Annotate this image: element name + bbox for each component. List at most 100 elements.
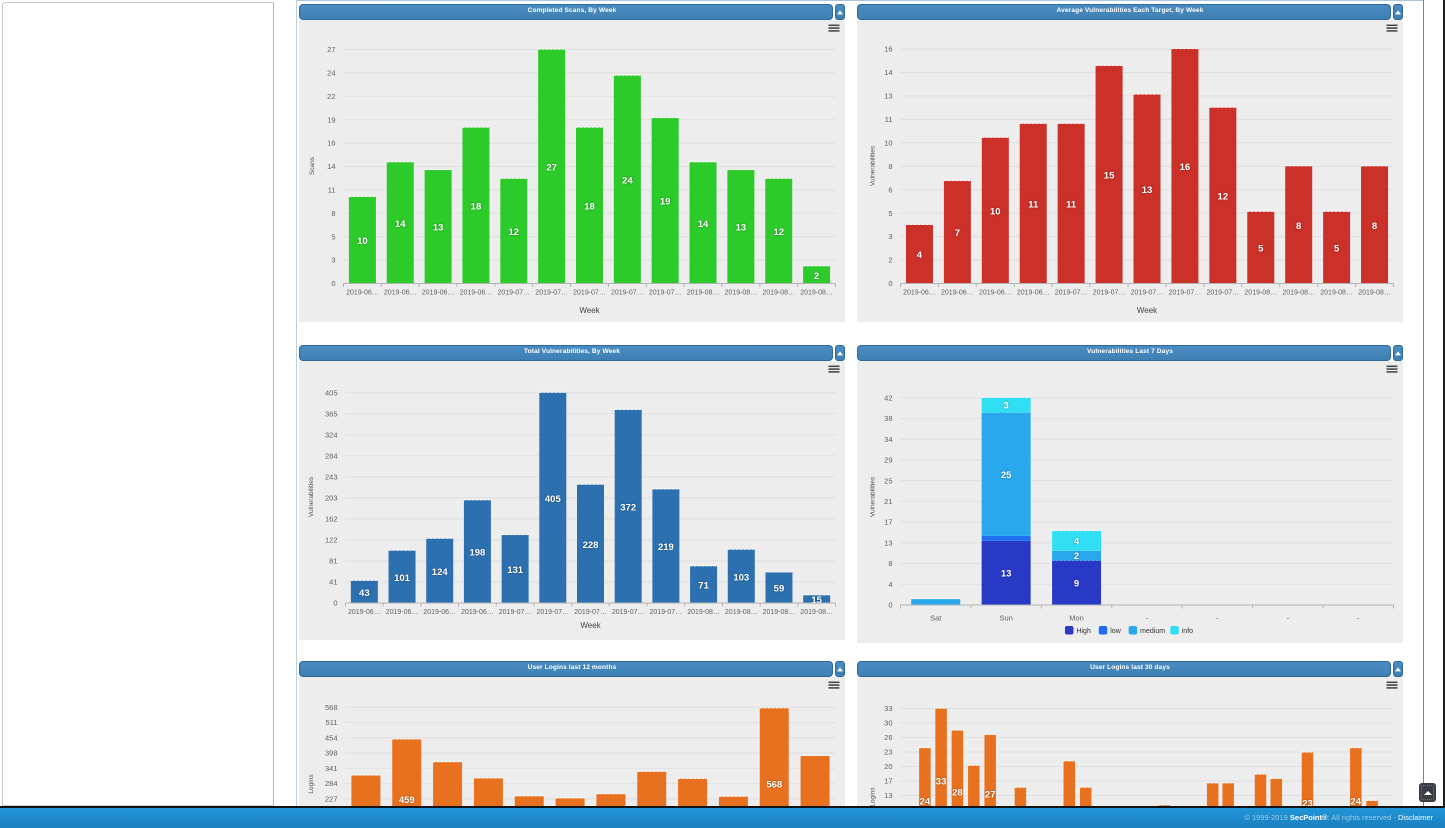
svg-text:Logins: Logins — [308, 774, 315, 794]
svg-text:2019-07…: 2019-07… — [650, 609, 683, 616]
svg-text:5: 5 — [888, 209, 892, 218]
svg-text:0: 0 — [888, 279, 892, 288]
svg-text:11: 11 — [328, 186, 336, 195]
svg-text:33: 33 — [936, 777, 947, 788]
svg-text:4: 4 — [917, 250, 923, 261]
svg-text:2019-08…: 2019-08… — [725, 609, 758, 616]
svg-text:23: 23 — [884, 748, 892, 757]
svg-text:20: 20 — [884, 762, 892, 771]
svg-text:41: 41 — [329, 578, 337, 587]
svg-text:4: 4 — [888, 580, 892, 589]
svg-text:low: low — [1110, 628, 1121, 635]
svg-text:365: 365 — [325, 409, 338, 418]
svg-text:8: 8 — [888, 162, 892, 171]
svg-text:14: 14 — [698, 219, 709, 230]
svg-text:2019-08…: 2019-08… — [687, 290, 720, 297]
svg-text:19: 19 — [327, 115, 335, 124]
svg-text:2: 2 — [814, 271, 819, 282]
svg-text:Scans: Scans — [309, 156, 316, 175]
svg-text:131: 131 — [507, 565, 524, 576]
svg-text:medium: medium — [1140, 628, 1165, 635]
svg-text:372: 372 — [620, 502, 636, 513]
svg-text:13: 13 — [884, 791, 892, 800]
svg-text:22: 22 — [327, 92, 335, 101]
svg-text:203: 203 — [325, 493, 338, 502]
svg-text:2019-06…: 2019-06… — [386, 609, 419, 616]
svg-text:227: 227 — [325, 794, 338, 803]
svg-text:568: 568 — [766, 780, 782, 791]
svg-text:2019-07…: 2019-07… — [1131, 290, 1164, 297]
svg-text:2019-08…: 2019-08… — [1358, 290, 1391, 297]
svg-text:2019-08…: 2019-08… — [1244, 290, 1277, 297]
svg-text:101: 101 — [394, 573, 411, 584]
svg-text:2019-07…: 2019-07… — [499, 609, 532, 616]
svg-text:14: 14 — [395, 219, 406, 230]
svg-text:2019-06…: 2019-06… — [384, 290, 417, 297]
svg-text:34: 34 — [884, 435, 892, 444]
svg-text:Week: Week — [580, 621, 601, 630]
svg-text:8: 8 — [888, 559, 892, 568]
svg-text:14: 14 — [884, 68, 892, 77]
svg-text:198: 198 — [469, 548, 485, 559]
svg-text:2019-08…: 2019-08… — [1282, 290, 1315, 297]
svg-text:33: 33 — [884, 704, 892, 713]
svg-text:13: 13 — [884, 538, 892, 547]
svg-text:4: 4 — [1074, 536, 1080, 547]
svg-text:3: 3 — [888, 232, 892, 241]
svg-text:18: 18 — [584, 202, 595, 213]
svg-text:Logins: Logins — [870, 787, 877, 807]
svg-text:13: 13 — [1142, 185, 1153, 196]
svg-text:2019-07…: 2019-07… — [535, 290, 568, 297]
svg-text:162: 162 — [325, 514, 338, 523]
svg-text:16: 16 — [1180, 162, 1191, 173]
svg-text:-: - — [1146, 614, 1149, 623]
svg-text:6: 6 — [888, 185, 892, 194]
svg-text:16: 16 — [327, 139, 335, 148]
svg-text:243: 243 — [325, 472, 338, 481]
svg-text:341: 341 — [325, 764, 338, 773]
svg-text:228: 228 — [583, 540, 599, 551]
svg-text:13: 13 — [884, 92, 892, 101]
svg-text:12: 12 — [1218, 192, 1229, 203]
svg-text:11: 11 — [885, 115, 893, 124]
svg-text:2: 2 — [1074, 551, 1079, 562]
svg-text:81: 81 — [329, 557, 337, 566]
svg-text:24: 24 — [920, 796, 931, 807]
svg-text:122: 122 — [325, 536, 338, 545]
svg-text:2019-07…: 2019-07… — [1055, 290, 1088, 297]
svg-text:Vulnerabilities: Vulnerabilities — [870, 145, 877, 186]
svg-text:405: 405 — [545, 494, 562, 505]
svg-text:2019-07…: 2019-07… — [497, 290, 530, 297]
svg-text:Vulnerabilities: Vulnerabilities — [308, 476, 315, 517]
svg-text:29: 29 — [884, 456, 892, 465]
svg-text:2019-07…: 2019-07… — [1169, 290, 1202, 297]
svg-text:38: 38 — [884, 414, 892, 423]
svg-text:568: 568 — [325, 703, 338, 712]
svg-text:71: 71 — [698, 581, 709, 592]
svg-text:10: 10 — [884, 138, 892, 147]
svg-text:10: 10 — [990, 207, 1001, 218]
svg-text:2019-07…: 2019-07… — [573, 290, 606, 297]
svg-text:Week: Week — [579, 306, 600, 315]
svg-text:2019-07…: 2019-07… — [612, 609, 645, 616]
svg-text:2019-06…: 2019-06… — [461, 609, 494, 616]
svg-text:24: 24 — [622, 176, 633, 187]
svg-text:28: 28 — [952, 787, 963, 798]
svg-text:10: 10 — [357, 236, 368, 247]
svg-text:25: 25 — [1001, 470, 1012, 481]
svg-text:13: 13 — [736, 223, 747, 234]
svg-text:0: 0 — [888, 601, 892, 610]
svg-text:17: 17 — [884, 777, 892, 786]
svg-text:15: 15 — [811, 595, 822, 606]
svg-text:2019-06…: 2019-06… — [348, 609, 381, 616]
svg-text:284: 284 — [325, 451, 338, 460]
svg-text:19: 19 — [660, 197, 671, 208]
svg-text:2019-08…: 2019-08… — [800, 290, 833, 297]
svg-text:2019-07…: 2019-07… — [649, 290, 682, 297]
svg-text:454: 454 — [325, 733, 338, 742]
svg-text:2019-07…: 2019-07… — [611, 290, 644, 297]
svg-text:11: 11 — [1028, 200, 1039, 211]
svg-text:-: - — [1357, 614, 1360, 623]
svg-text:13: 13 — [1001, 568, 1012, 579]
svg-text:2019-07…: 2019-07… — [536, 609, 569, 616]
